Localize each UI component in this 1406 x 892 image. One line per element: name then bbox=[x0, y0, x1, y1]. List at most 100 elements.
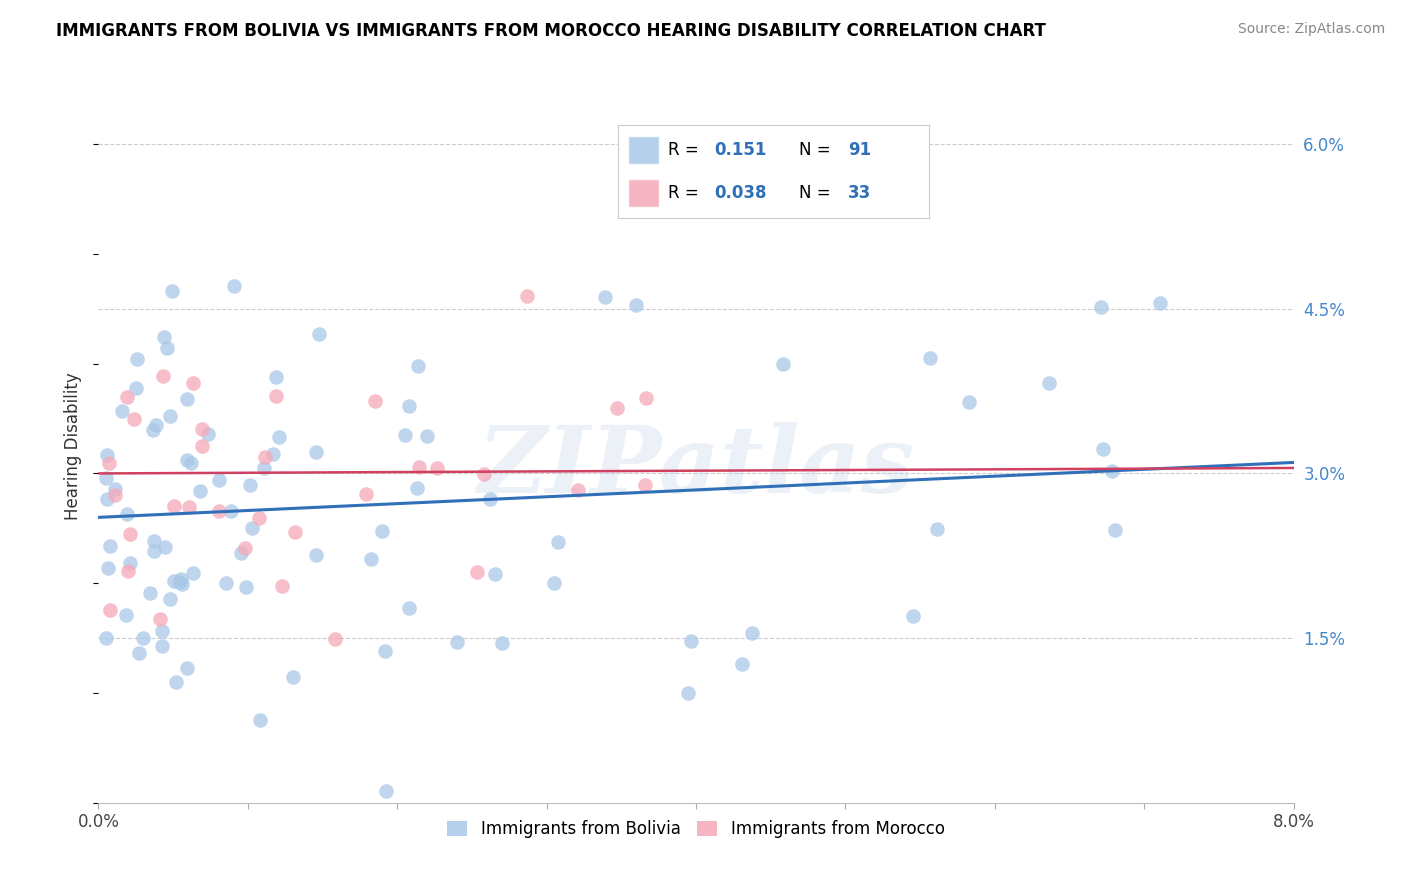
Legend: Immigrants from Bolivia, Immigrants from Morocco: Immigrants from Bolivia, Immigrants from… bbox=[440, 814, 952, 845]
Point bbox=[180, 457, 202, 471]
Point bbox=[240, 521, 263, 535]
Point bbox=[104, 488, 127, 502]
Point bbox=[114, 607, 136, 622]
Point bbox=[1104, 523, 1126, 537]
Point bbox=[1101, 464, 1123, 478]
Point bbox=[115, 507, 138, 521]
Point bbox=[478, 491, 501, 506]
Point bbox=[957, 395, 980, 409]
Point bbox=[139, 586, 162, 600]
Text: ZIPatlas: ZIPatlas bbox=[478, 423, 914, 512]
Point bbox=[176, 392, 198, 407]
Point bbox=[118, 527, 141, 541]
Point bbox=[181, 376, 204, 391]
Point bbox=[624, 298, 647, 312]
Point bbox=[374, 784, 396, 798]
Point bbox=[98, 603, 121, 617]
Point bbox=[360, 551, 382, 566]
Point bbox=[219, 504, 242, 518]
Text: Source: ZipAtlas.com: Source: ZipAtlas.com bbox=[1237, 22, 1385, 37]
Point bbox=[737, 152, 759, 166]
Point bbox=[406, 481, 429, 495]
Point bbox=[465, 565, 488, 579]
Point bbox=[547, 535, 569, 549]
Point bbox=[741, 626, 763, 640]
Point bbox=[156, 341, 179, 355]
Point bbox=[491, 635, 513, 649]
Point bbox=[94, 631, 117, 645]
Point bbox=[233, 541, 256, 555]
Point bbox=[179, 500, 201, 515]
Point bbox=[208, 474, 231, 488]
Point bbox=[208, 504, 231, 518]
Y-axis label: Hearing Disability: Hearing Disability bbox=[65, 372, 83, 520]
Point bbox=[308, 327, 330, 342]
Point bbox=[281, 670, 304, 684]
Point bbox=[122, 411, 145, 425]
Point bbox=[323, 632, 346, 646]
Point bbox=[191, 439, 214, 453]
Point bbox=[132, 631, 155, 645]
Point bbox=[118, 556, 141, 570]
Point bbox=[239, 478, 262, 492]
Point bbox=[125, 352, 148, 367]
Point bbox=[543, 576, 565, 591]
Point bbox=[215, 576, 238, 591]
Point bbox=[1091, 442, 1114, 456]
Point bbox=[398, 601, 420, 615]
Point bbox=[264, 370, 287, 384]
Point bbox=[111, 404, 134, 418]
Point bbox=[176, 453, 198, 467]
Point bbox=[159, 409, 181, 423]
Text: IMMIGRANTS FROM BOLIVIA VS IMMIGRANTS FROM MOROCCO HEARING DISABILITY CORRELATIO: IMMIGRANTS FROM BOLIVIA VS IMMIGRANTS FR… bbox=[56, 22, 1046, 40]
Point bbox=[920, 351, 942, 365]
Point bbox=[167, 574, 190, 589]
Point bbox=[772, 357, 794, 371]
Point bbox=[606, 401, 628, 415]
Point bbox=[567, 483, 589, 497]
Point bbox=[149, 612, 172, 626]
Point bbox=[97, 560, 120, 574]
Point bbox=[128, 646, 150, 660]
Point bbox=[163, 499, 186, 513]
Point bbox=[284, 524, 307, 539]
Point bbox=[142, 423, 165, 437]
Point bbox=[117, 390, 139, 404]
Point bbox=[160, 284, 183, 298]
Point bbox=[254, 450, 277, 464]
Point bbox=[145, 417, 167, 432]
Point bbox=[363, 393, 385, 408]
Point bbox=[681, 634, 703, 648]
Point bbox=[634, 391, 657, 405]
Point bbox=[356, 486, 378, 500]
Point bbox=[188, 483, 211, 498]
Point bbox=[516, 289, 538, 303]
Point bbox=[408, 459, 430, 474]
Point bbox=[925, 522, 948, 536]
Point bbox=[305, 548, 328, 562]
Point bbox=[1149, 296, 1171, 310]
Point bbox=[159, 591, 181, 606]
Point bbox=[253, 460, 276, 475]
Point bbox=[152, 624, 174, 639]
Point bbox=[153, 329, 176, 343]
Point bbox=[98, 540, 121, 554]
Point bbox=[426, 461, 449, 475]
Point bbox=[374, 644, 396, 658]
Point bbox=[398, 399, 420, 413]
Point bbox=[446, 634, 468, 648]
Point bbox=[117, 564, 139, 578]
Point bbox=[262, 447, 284, 461]
Point bbox=[484, 567, 506, 582]
Point bbox=[472, 467, 495, 482]
Point bbox=[370, 524, 392, 538]
Point bbox=[271, 579, 294, 593]
Point bbox=[170, 572, 193, 586]
Point bbox=[269, 430, 291, 444]
Point bbox=[183, 566, 205, 580]
Point bbox=[96, 449, 118, 463]
Point bbox=[633, 478, 655, 492]
Point bbox=[305, 445, 328, 459]
Point bbox=[143, 544, 166, 558]
Point bbox=[224, 279, 246, 293]
